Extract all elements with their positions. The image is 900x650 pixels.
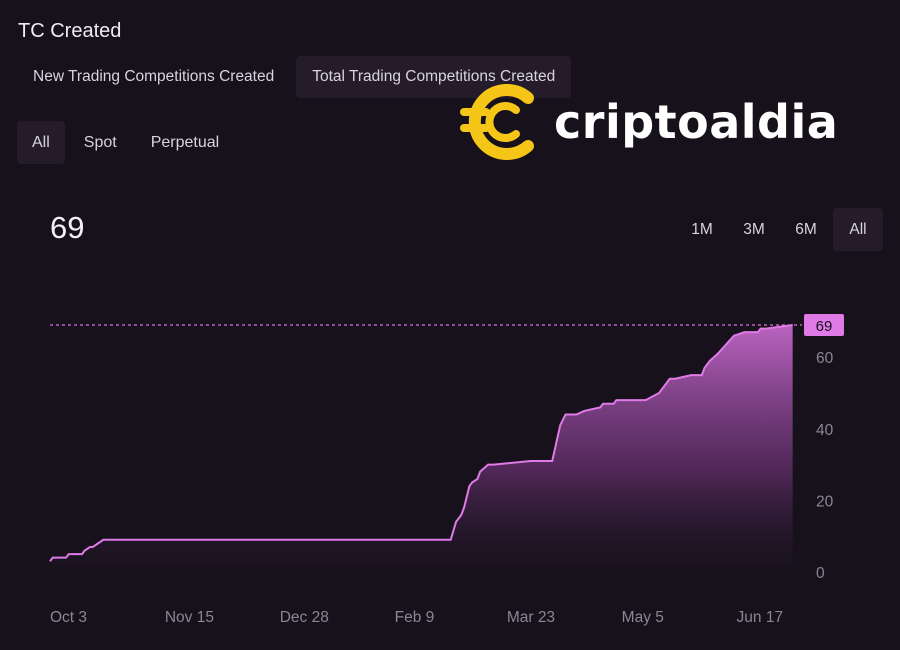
time-range-selector: 1M 3M 6M All <box>677 208 883 251</box>
series-area <box>50 325 793 590</box>
last-value-label: 69 <box>816 318 833 335</box>
y-tick-label: 20 <box>816 493 834 510</box>
last-value-badge <box>804 314 844 336</box>
x-tick-label: Jun 17 <box>737 609 784 626</box>
y-tick-label: 40 <box>816 422 834 439</box>
watermark-text: criptoaldia <box>554 95 839 149</box>
x-tick-label: Dec 28 <box>280 609 329 626</box>
filter-perpetual[interactable]: Perpetual <box>150 134 220 151</box>
x-tick-label: May 5 <box>622 609 664 626</box>
range-1m[interactable]: 1M <box>691 221 713 238</box>
filter-all[interactable]: All <box>17 121 65 164</box>
x-tick-label: Feb 9 <box>395 609 435 626</box>
watermark-logo: criptoaldia <box>458 80 838 164</box>
x-tick-label: Mar 23 <box>507 609 555 626</box>
x-tick-label: Oct 3 <box>50 609 87 626</box>
x-tick-label: Nov 15 <box>165 609 214 626</box>
y-tick-label: 60 <box>816 350 834 367</box>
series-line <box>49 324 793 562</box>
current-value: 69 <box>50 210 85 245</box>
y-tick-label: 0 <box>816 565 825 582</box>
market-filter: All Spot Perpetual <box>17 121 234 164</box>
range-3m[interactable]: 3M <box>743 221 765 238</box>
filter-spot[interactable]: Spot <box>83 134 117 151</box>
range-all[interactable]: All <box>833 208 883 251</box>
tab-new-trading-competitions[interactable]: New Trading Competitions Created <box>33 68 275 85</box>
chart: 69 0 20 40 60 Oct 3 Nov 15 Dec 28 Feb 9 Mar 23 May… <box>49 314 844 626</box>
page-title: TC Created <box>18 20 122 42</box>
coin-c-icon <box>460 84 534 160</box>
range-6m[interactable]: 6M <box>795 221 817 238</box>
